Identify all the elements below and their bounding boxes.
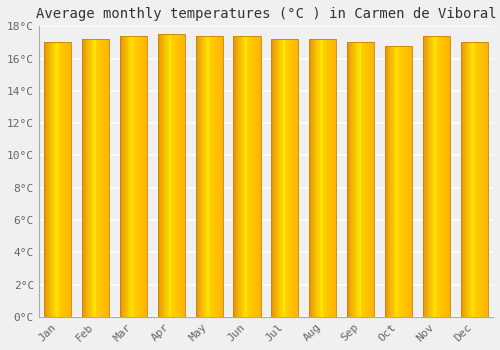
Bar <box>234 36 260 317</box>
Bar <box>196 36 223 317</box>
Bar <box>44 42 72 317</box>
Bar <box>271 39 298 317</box>
Bar <box>422 36 450 317</box>
Bar <box>158 34 185 317</box>
Bar <box>120 36 147 317</box>
Bar <box>82 39 109 317</box>
Bar <box>460 42 488 317</box>
Bar <box>309 39 336 317</box>
Title: Average monthly temperatures (°C ) in Carmen de Viboral: Average monthly temperatures (°C ) in Ca… <box>36 7 496 21</box>
Bar <box>385 46 412 317</box>
Bar <box>347 42 374 317</box>
